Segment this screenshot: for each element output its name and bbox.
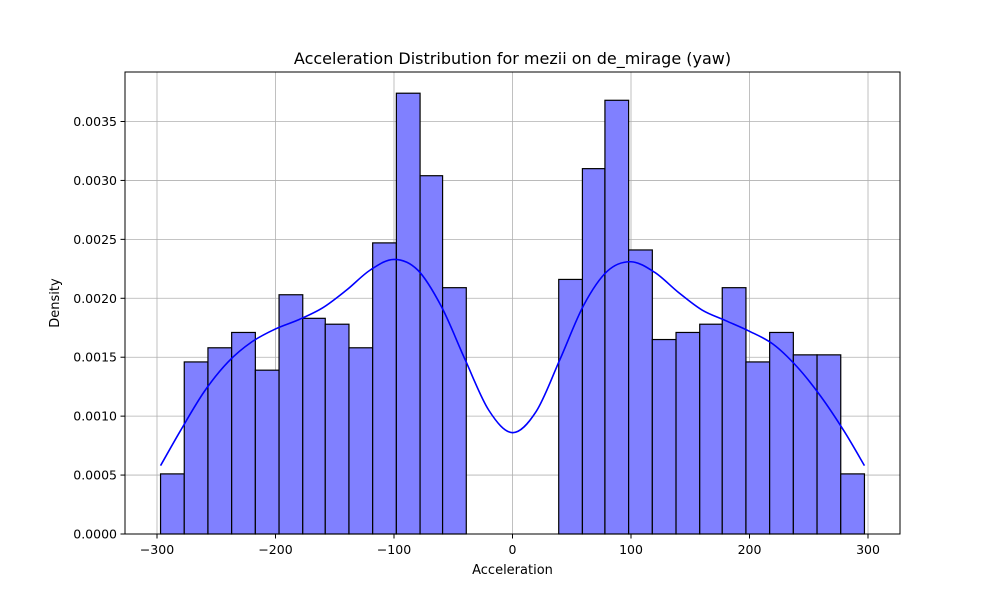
y-axis-title: Density bbox=[48, 278, 63, 328]
histogram-bar bbox=[628, 249, 653, 535]
x-tick-label: −300 bbox=[140, 542, 174, 557]
histogram-bar bbox=[558, 278, 584, 535]
histogram-bar bbox=[441, 287, 467, 535]
histogram-bar bbox=[254, 369, 280, 535]
histogram-bar bbox=[159, 473, 185, 535]
histogram-bar bbox=[792, 354, 818, 535]
x-axis: −300 −200 −100 0 100 200 300 bbox=[140, 534, 880, 557]
kde-line bbox=[159, 258, 866, 467]
histogram-bar bbox=[278, 294, 304, 535]
x-axis-title: Acceleration bbox=[472, 563, 553, 578]
y-tick-label: 0.0030 bbox=[73, 173, 117, 188]
chart-title: Acceleration Distribution for mezii on d… bbox=[294, 49, 731, 69]
x-tick-label: 200 bbox=[738, 542, 762, 557]
histogram-bar bbox=[231, 331, 256, 535]
histogram-bar bbox=[604, 99, 630, 535]
y-tick-label: 0.0015 bbox=[73, 350, 117, 365]
y-tick-label: 0.0005 bbox=[73, 468, 117, 483]
kde-curve bbox=[159, 258, 866, 467]
x-tick-label: 100 bbox=[619, 542, 643, 557]
histogram-bar bbox=[745, 361, 771, 535]
histogram-bar bbox=[324, 323, 350, 535]
histogram-bar bbox=[581, 168, 606, 535]
histogram-bar bbox=[302, 317, 326, 535]
x-tick-label: −200 bbox=[258, 542, 292, 557]
histogram-bar bbox=[840, 473, 866, 535]
y-tick-label: 0.0020 bbox=[73, 291, 117, 306]
y-tick-label: 0.0035 bbox=[73, 114, 117, 129]
x-tick-label: −100 bbox=[377, 542, 411, 557]
histogram-bar bbox=[207, 347, 233, 535]
histogram-bar bbox=[675, 331, 701, 535]
x-tick-label: 300 bbox=[856, 542, 880, 557]
x-tick-label: 0 bbox=[509, 542, 517, 557]
histogram-bar bbox=[183, 361, 209, 535]
y-tick-label: 0.0000 bbox=[73, 527, 117, 542]
histogram-bar bbox=[348, 347, 374, 535]
histogram-bar bbox=[395, 92, 421, 535]
histogram-bar bbox=[651, 338, 677, 535]
y-tick-label: 0.0010 bbox=[73, 409, 117, 424]
histogram-bar bbox=[699, 323, 723, 535]
y-tick-label: 0.0025 bbox=[73, 232, 117, 247]
histogram-bar bbox=[816, 354, 842, 535]
histogram-bar bbox=[769, 331, 794, 535]
histogram-bar bbox=[419, 175, 444, 535]
y-axis: 0.0000 0.0005 0.0010 0.0015 0.0020 0.0025 0.00… bbox=[73, 114, 125, 542]
histogram-bar bbox=[372, 242, 397, 535]
